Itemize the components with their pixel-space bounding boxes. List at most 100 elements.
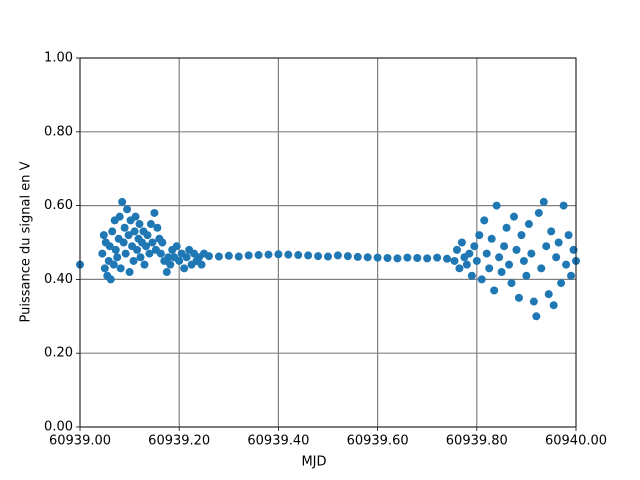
point (108, 227, 117, 236)
point (547, 227, 556, 236)
point (264, 250, 273, 259)
y-axis-label: Puissance du signal en V (19, 161, 34, 322)
point (413, 253, 422, 262)
point (100, 264, 109, 273)
point (180, 264, 189, 273)
point (133, 245, 142, 254)
x-tick-label: 60939.40 (247, 434, 309, 449)
point (423, 254, 432, 263)
point (115, 212, 124, 221)
point (502, 223, 511, 232)
point (141, 242, 150, 251)
point (118, 197, 127, 206)
point (120, 223, 129, 232)
point (482, 249, 491, 258)
point (519, 256, 528, 265)
point (524, 220, 533, 229)
point (150, 208, 159, 217)
y-tick-label: 0.40 (44, 272, 73, 287)
point (557, 279, 566, 288)
point (512, 245, 521, 254)
point (116, 264, 125, 273)
y-tick-label: 0.60 (44, 198, 73, 213)
point (304, 251, 313, 260)
point (363, 253, 372, 262)
point (140, 260, 149, 269)
x-tick-label: 60939.20 (148, 434, 210, 449)
point (111, 245, 120, 254)
point (462, 260, 471, 269)
point (455, 264, 464, 273)
point (403, 253, 412, 262)
y-tick-label: 0.80 (44, 124, 73, 139)
point (175, 256, 184, 265)
plot-frame (79, 57, 577, 428)
point (544, 290, 553, 299)
point (172, 242, 181, 251)
point (554, 238, 563, 247)
point (197, 260, 206, 269)
point (125, 268, 134, 277)
point (475, 231, 484, 240)
point (500, 242, 509, 251)
point (443, 254, 452, 263)
point (153, 223, 162, 232)
point (105, 242, 114, 251)
point (119, 238, 128, 247)
point (130, 227, 139, 236)
point (477, 275, 486, 284)
point (467, 271, 476, 280)
point (527, 249, 536, 258)
point (465, 249, 474, 258)
point (333, 251, 342, 260)
point (106, 275, 115, 284)
point (567, 271, 576, 280)
point (472, 256, 481, 265)
point (123, 205, 132, 214)
point (492, 201, 501, 210)
point (559, 201, 568, 210)
point (324, 252, 332, 261)
point (507, 279, 516, 288)
point (136, 253, 145, 262)
point (113, 253, 122, 262)
point (182, 253, 191, 262)
point (99, 231, 108, 240)
y-tick-label: 0.00 (44, 420, 73, 435)
point (457, 238, 466, 247)
point (450, 256, 459, 265)
point (162, 268, 171, 277)
point (532, 312, 541, 321)
point (562, 260, 571, 269)
point (135, 220, 144, 229)
point (569, 245, 578, 254)
point (452, 245, 461, 254)
point (353, 252, 362, 261)
point (552, 253, 561, 262)
point (98, 249, 107, 258)
point (549, 301, 558, 310)
point (433, 253, 442, 262)
point (145, 249, 154, 258)
point (495, 253, 504, 262)
point (343, 252, 352, 261)
point (514, 293, 523, 302)
point (564, 231, 573, 240)
point (522, 271, 531, 280)
point (487, 234, 496, 243)
point (124, 231, 133, 240)
point (146, 220, 155, 229)
point (373, 253, 382, 262)
point (534, 208, 543, 217)
point (148, 238, 157, 247)
point (294, 251, 303, 260)
point (480, 216, 489, 225)
point (214, 252, 223, 261)
point (485, 264, 494, 273)
point (539, 197, 548, 206)
x-tick-label: 60939.80 (446, 434, 508, 449)
x-tick-label: 60940.00 (545, 434, 607, 449)
y-tick-label: 0.20 (44, 346, 73, 361)
point (510, 212, 518, 221)
